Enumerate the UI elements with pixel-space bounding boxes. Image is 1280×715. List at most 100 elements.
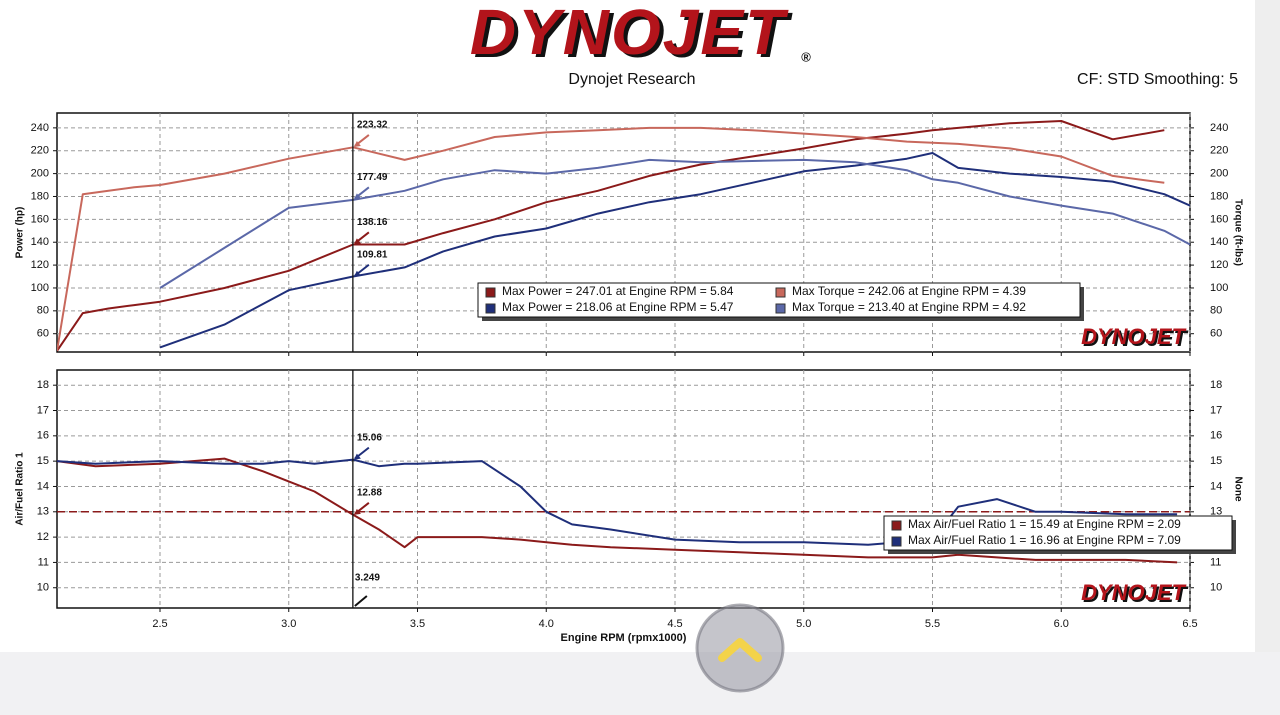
plot-frame: [56, 369, 1191, 609]
legend-swatch: [485, 303, 496, 314]
y2-tick-label: 100: [1210, 282, 1228, 294]
side-strip: [1255, 0, 1280, 715]
logo-shadow: DYNOJET: [474, 0, 793, 71]
y2-axis-label: None: [1232, 477, 1243, 502]
watermark: DYNOJET: [1081, 324, 1186, 349]
legend-label: Max Power = 247.01 at Engine RPM = 5.84: [502, 284, 734, 298]
y2-tick-label: 15: [1210, 455, 1222, 467]
y2-tick-label: 120: [1210, 259, 1228, 271]
y-tick-label: 180: [31, 190, 49, 202]
cursor-value-label: 138.16: [357, 217, 388, 228]
x-tick-label: 4.5: [667, 618, 682, 630]
x-tick-label: 2.5: [152, 618, 167, 630]
watermark-shadow: DYNOJET: [1083, 582, 1188, 607]
cursor-arrow-head: [353, 193, 361, 200]
cursor-value-label: 109.81: [357, 249, 388, 260]
y2-tick-label: 240: [1210, 122, 1228, 134]
y2-tick-label: 18: [1210, 379, 1222, 391]
bottom-strip: [0, 652, 1280, 715]
y-tick-label: 14: [37, 480, 49, 492]
series-line: [57, 120, 1165, 352]
legend-label: Max Air/Fuel Ratio 1 = 15.49 at Engine R…: [908, 517, 1181, 531]
legend-box: [883, 515, 1233, 551]
y2-tick-label: 10: [1210, 582, 1222, 594]
y-tick-label: 16: [37, 430, 49, 442]
x-tick-label: 6.0: [1054, 618, 1069, 630]
y-axis-label: Power (hp): [15, 207, 26, 259]
y-tick-label: 18: [37, 379, 49, 391]
cursor-x-arrow: [354, 595, 368, 607]
y2-tick-label: 160: [1210, 213, 1228, 225]
y2-tick-label: 17: [1210, 404, 1222, 416]
y2-tick-label: 140: [1210, 236, 1228, 248]
logo: DYNOJET: [470, 0, 789, 68]
legend-label: Max Air/Fuel Ratio 1 = 16.96 at Engine R…: [908, 533, 1181, 547]
x-axis-label: Engine RPM (rpmx1000): [561, 632, 687, 644]
x-tick-label: 6.5: [1182, 618, 1197, 630]
y2-tick-label: 80: [1210, 305, 1222, 317]
cursor-arrow-head: [353, 453, 361, 460]
x-tick-label: 5.5: [925, 618, 940, 630]
legend-swatch: [891, 520, 902, 531]
legend-swatch: [775, 287, 786, 298]
subtitle: Dynojet Research: [568, 71, 695, 88]
y-tick-label: 17: [37, 404, 49, 416]
y-tick-label: 80: [37, 305, 49, 317]
series-line: [159, 158, 1190, 289]
y2-tick-label: 14: [1210, 480, 1222, 492]
y2-tick-label: 180: [1210, 190, 1228, 202]
y-tick-label: 220: [31, 145, 49, 157]
y-tick-label: 160: [31, 213, 49, 225]
cursor-arrow-head: [353, 140, 361, 147]
x-tick-label: 5.0: [796, 618, 811, 630]
series-line: [57, 458, 1178, 546]
x-tick-label: 4.0: [539, 618, 554, 630]
legend-label: Max Power = 218.06 at Engine RPM = 5.47: [502, 300, 734, 314]
cursor-value-label: 12.88: [357, 487, 382, 498]
cursor-arrow-head: [353, 238, 361, 245]
y-tick-label: 11: [38, 556, 49, 568]
cursor-value-label: 15.06: [357, 432, 382, 443]
settings: CF: STD Smoothing: 5: [1077, 71, 1238, 88]
watermark-shadow: DYNOJET: [1083, 326, 1188, 351]
y2-tick-label: 16: [1210, 430, 1222, 442]
series-line: [57, 126, 1165, 352]
y2-axis-label: Torque (ft-lbs): [1232, 199, 1243, 266]
y2-tick-label: 200: [1210, 168, 1228, 180]
y-tick-label: 60: [37, 328, 49, 340]
y-tick-label: 15: [37, 455, 49, 467]
cursor-value-label: 177.49: [357, 172, 388, 183]
series-line: [159, 152, 1190, 349]
y2-tick-label: 60: [1210, 328, 1222, 340]
legend-label: Max Torque = 213.40 at Engine RPM = 4.92: [792, 300, 1026, 314]
x-tick-label: 3.5: [410, 618, 425, 630]
cursor-value-label: 223.32: [357, 120, 388, 131]
y2-tick-label: 13: [1210, 506, 1222, 518]
legend-swatch: [775, 303, 786, 314]
y-tick-label: 140: [31, 236, 49, 248]
y-axis-label: Air/Fuel Ratio 1: [15, 452, 26, 526]
y-tick-label: 12: [37, 531, 49, 543]
y-tick-label: 120: [31, 259, 49, 271]
legend-label: Max Torque = 242.06 at Engine RPM = 4.39: [792, 284, 1026, 298]
y-tick-label: 100: [31, 282, 49, 294]
watermark: DYNOJET: [1081, 580, 1186, 605]
y-tick-label: 10: [37, 582, 49, 594]
cursor-x-label: 3.249: [355, 573, 380, 584]
legend-swatch: [891, 536, 902, 547]
y2-tick-label: 220: [1210, 145, 1228, 157]
y2-tick-label: 11: [1210, 556, 1221, 568]
x-tick-label: 3.0: [281, 618, 296, 630]
y-tick-label: 240: [31, 122, 49, 134]
cursor-arrow-head: [353, 270, 361, 277]
y-tick-label: 13: [37, 506, 49, 518]
legend-swatch: [485, 287, 496, 298]
series-line: [57, 457, 1178, 564]
cursor-arrow-head: [353, 508, 361, 515]
y-tick-label: 200: [31, 168, 49, 180]
registered-mark: ®: [801, 49, 811, 64]
